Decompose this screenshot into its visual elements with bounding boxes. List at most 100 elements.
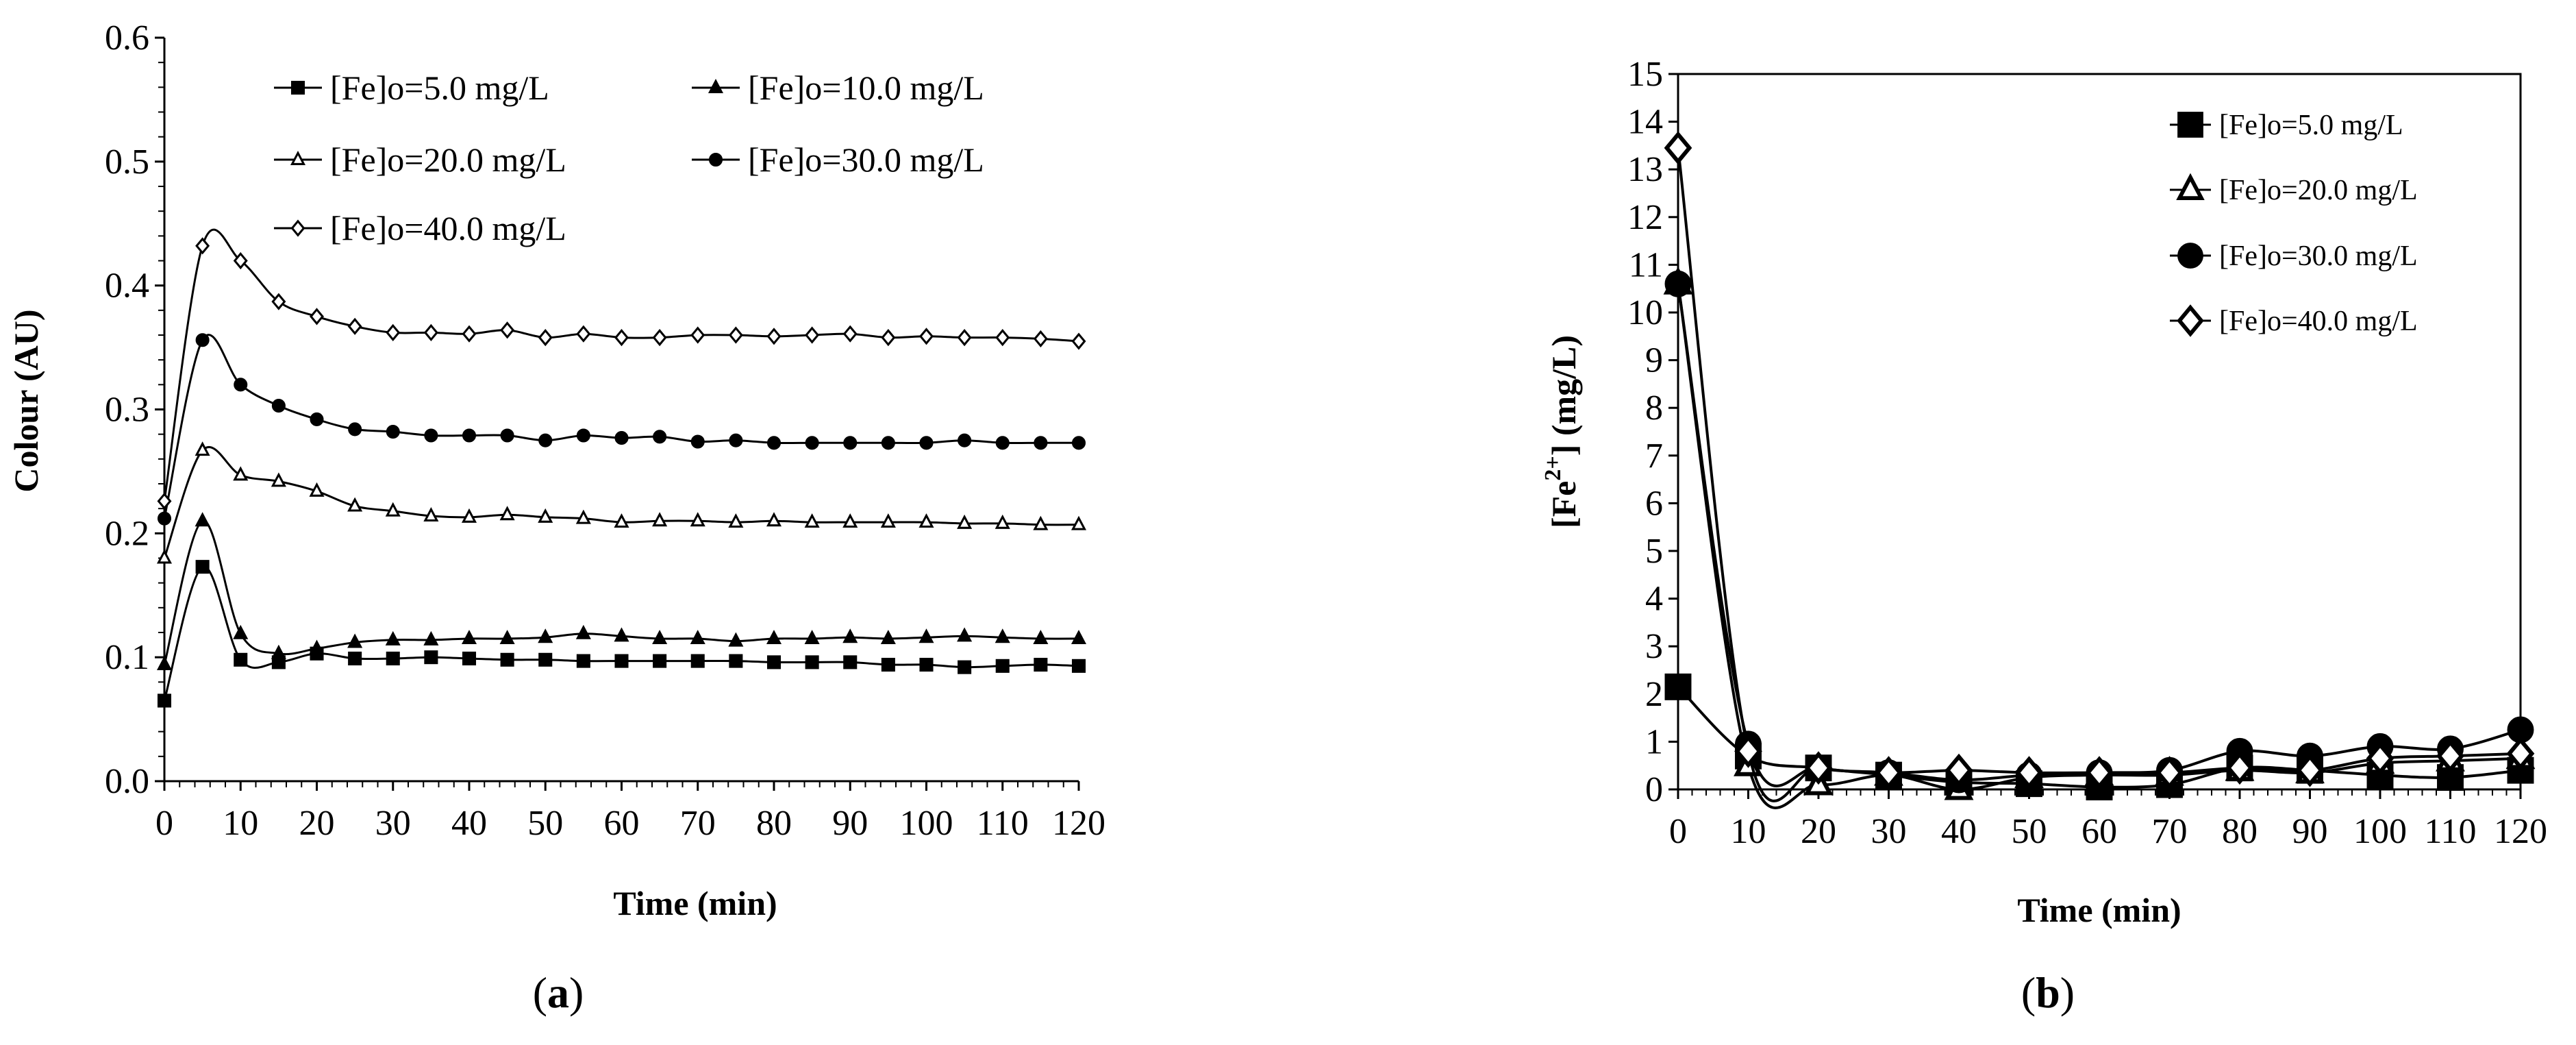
panel-a-data-point <box>1071 659 1086 673</box>
panel-a-data-point <box>461 508 477 523</box>
panel-a-data-point <box>423 507 439 522</box>
panel-b-data-point <box>2155 756 2184 790</box>
panel-a-data-point <box>995 659 1010 673</box>
panel-b-x-tick-label: 40 <box>1941 812 1977 851</box>
panel-a-data-point <box>919 328 934 345</box>
panel-b-data-point <box>2015 756 2043 790</box>
panel-a-series-4 <box>157 333 1086 526</box>
panel-a-data-point <box>805 436 819 450</box>
panel-a-y-tick-label: 0.3 <box>105 391 149 430</box>
panel-a-data-point <box>766 328 781 345</box>
panel-a-data-point <box>880 513 896 528</box>
panel-a-data-point <box>538 433 553 447</box>
panel-a-x-tick-label: 90 <box>832 804 868 843</box>
panel-a-data-point <box>423 630 439 646</box>
panel-a-data-point <box>271 293 286 310</box>
panel-a-data-point <box>348 651 362 666</box>
panel-a-series-1 <box>157 560 1086 708</box>
panel-a-data-point <box>1071 515 1087 530</box>
panel-a-data-point <box>195 333 210 347</box>
panel-a-data-point <box>842 513 858 528</box>
panel-a-legend-entry: [Fe]o=30.0 mg/L <box>692 140 984 179</box>
panel-a-caption: (a) <box>533 968 584 1017</box>
panel-b-x-tick-label: 110 <box>2424 812 2476 851</box>
panel-a-data-point <box>1034 436 1048 450</box>
panel-a-data-point <box>1033 630 1049 645</box>
panel-a-data-point <box>157 511 172 526</box>
panel-b-data-point <box>1875 756 1903 790</box>
panel-a-legend-marker <box>708 152 723 167</box>
panel-b-legend-entry: [Fe]o=20.0 mg/L <box>2170 173 2418 206</box>
panel-a-x-tick-label: 10 <box>223 804 258 843</box>
panel-a-series-3 <box>156 441 1087 564</box>
panel-a-data-point <box>538 652 553 667</box>
panel-a-series-line <box>163 228 1079 502</box>
panel-b-y-tick-label: 12 <box>1627 198 1663 237</box>
panel-a-x-tick-label: 50 <box>527 804 563 843</box>
panel-a-data-point <box>805 326 820 344</box>
panel-b-series-2 <box>1663 267 2536 809</box>
panel-a-y-tick-label: 0.1 <box>105 638 149 677</box>
panel-b-legend-entry: [Fe]o=30.0 mg/L <box>2170 241 2418 272</box>
panel-a-data-point <box>957 627 973 642</box>
panel-a-data-point <box>424 428 438 443</box>
panel-a-x-tick-label: 80 <box>756 804 792 843</box>
panel-a-data-point <box>919 657 934 672</box>
panel-a-legend-label: [Fe]o=20.0 mg/L <box>330 140 566 179</box>
panel-a-x-tick-label: 20 <box>299 804 335 843</box>
panel-b-legend-marker <box>2177 304 2204 337</box>
panel-a-data-point <box>499 630 515 645</box>
panel-a-data-point <box>918 628 934 643</box>
panel-a-data-point <box>957 329 972 347</box>
panel-a-data-point <box>1071 332 1086 350</box>
panel-a-data-point <box>271 399 286 413</box>
panel-a-y-tick-label: 0.2 <box>105 514 149 553</box>
panel-b-series-line <box>1677 283 2521 809</box>
panel-b-data-point <box>2085 756 2114 790</box>
panel-b-y-tick-label: 14 <box>1627 103 1663 142</box>
panel-a-data-point <box>728 632 744 647</box>
panel-b-data-point <box>1734 734 1762 768</box>
panel-b-x-tick-label: 90 <box>2292 812 2328 851</box>
panel-a-data-point <box>995 628 1010 643</box>
panel-a-legend-marker <box>708 79 724 93</box>
panel-a-data-point <box>804 630 820 645</box>
panel-b-y-tick-label: 15 <box>1627 55 1663 94</box>
panel-a-series-5 <box>157 228 1086 510</box>
panel-b-x-tick-label: 70 <box>2152 812 2188 851</box>
panel-a-data-point <box>310 412 324 426</box>
panel-b-y-tick-label: 13 <box>1627 150 1663 189</box>
panel-b-y-label-superscript: 2+ <box>1540 456 1566 480</box>
panel-b-legend-label: [Fe]o=40.0 mg/L <box>2219 306 2418 337</box>
panel-b-caption: (b) <box>2021 968 2075 1017</box>
panel-b-series-line <box>1677 283 2521 787</box>
panel-a-data-point <box>157 492 172 510</box>
panel-a-data-point <box>575 624 591 639</box>
panel-a-data-point <box>423 323 438 341</box>
panel-b-y-label-suffix: ] (mg/L) <box>1545 335 1583 456</box>
panel-a-data-point <box>310 308 324 325</box>
panel-a-data-point <box>957 514 973 529</box>
panel-b-legend-marker <box>2176 173 2205 201</box>
panel-b-y-tick-label: 10 <box>1627 293 1663 332</box>
panel-a-data-point <box>1071 630 1087 645</box>
panel-a-data-point <box>195 512 210 527</box>
panel-b-x-tick-label: 60 <box>2081 812 2117 851</box>
panel-b-data-point <box>2366 741 2394 776</box>
panel-a-data-point <box>157 693 172 708</box>
panel-a-data-point <box>575 509 591 524</box>
panel-a-data-point <box>309 482 325 497</box>
panel-a-data-point <box>156 656 173 671</box>
panel-b-x-tick-label: 30 <box>1871 812 1907 851</box>
panel-b-caption-close: ) <box>2060 968 2075 1017</box>
panel-a-data-point <box>156 549 173 564</box>
panel-a-data-point <box>690 512 705 527</box>
panel-b-x-tick-label: 50 <box>2012 812 2047 851</box>
panel-b-series-group <box>1663 131 2536 809</box>
panel-a-x-tick-label: 110 <box>977 804 1029 843</box>
panel-a-x-tick-label: 70 <box>680 804 716 843</box>
panel-a-data-point <box>195 441 210 456</box>
panel-a-legend-marker <box>290 80 305 95</box>
panel-b-x-tick-label: 120 <box>2494 812 2547 851</box>
